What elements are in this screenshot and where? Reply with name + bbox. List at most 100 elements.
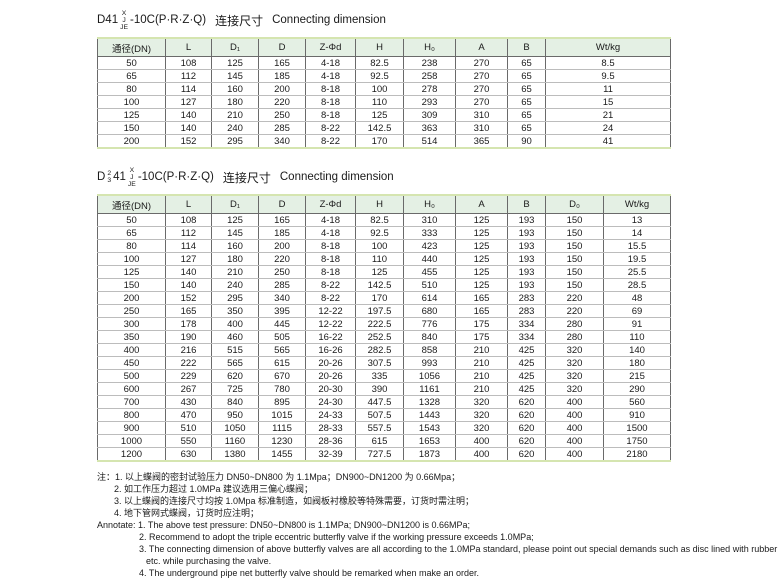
table-cell: 193 [507, 252, 546, 266]
table-cell: 193 [507, 239, 546, 253]
table-cell: 165 [258, 56, 306, 70]
table-cell: 11 [545, 82, 671, 96]
column-header: D [258, 195, 306, 214]
table-cell: 127 [165, 252, 212, 266]
table-cell: 310 [455, 121, 508, 135]
table-cell: 216 [165, 343, 212, 357]
table-cell: 150 [545, 239, 604, 253]
table-cell: 175 [455, 330, 508, 344]
model-variant-stack: X J JE [120, 10, 128, 31]
table-cell: 514 [403, 134, 456, 148]
column-header: Z-Φd [305, 195, 356, 214]
header-row: 通径(DN) L D₁ D Z-Φd H H₀ A B D₀ Wt/kg [97, 195, 671, 214]
table-cell: 320 [545, 369, 604, 383]
table-cell: 700 [97, 395, 166, 409]
table-row: 450 222 565 615 20-26 307.5 993 210 425 320 180 [97, 356, 671, 370]
table-cell: 28-33 [305, 421, 356, 435]
table-cell: 28-36 [305, 434, 356, 448]
table-cell: 8-18 [305, 108, 356, 122]
table-cell: 220 [258, 95, 306, 109]
table-cell: 193 [507, 265, 546, 279]
table-cell: 320 [455, 421, 508, 435]
table-cell: 150 [545, 213, 604, 227]
table-cell: 165 [455, 291, 508, 305]
table-cell: 282.5 [355, 343, 404, 357]
table-cell: 32-39 [305, 447, 356, 461]
table-cell: 140 [165, 278, 212, 292]
table-cell: 1543 [403, 421, 456, 435]
table-cell: 16-22 [305, 330, 356, 344]
table-cell: 65 [507, 108, 546, 122]
table-cell: 238 [403, 56, 456, 70]
note-line: 3. The connecting dimension of above but… [139, 544, 778, 554]
column-header: A [455, 38, 508, 57]
table-cell: 307.5 [355, 356, 404, 370]
table-cell: 425 [507, 356, 546, 370]
table-cell: 145 [211, 226, 259, 240]
table-cell: 780 [258, 382, 306, 396]
table-cell: 65 [507, 69, 546, 83]
title-cn: 连接尺寸 [222, 170, 271, 185]
table-cell: 550 [165, 434, 212, 448]
table-cell: 110 [355, 95, 404, 109]
table-cell: 460 [211, 330, 259, 344]
table-cell: 125 [97, 108, 166, 122]
table-cell: 200 [97, 291, 166, 305]
table-cell: 50 [97, 56, 166, 70]
table-cell: 1873 [403, 447, 456, 461]
table-row: 800 470 950 1015 24-33 507.5 1443 320 620 400 910 [97, 408, 671, 422]
table-cell: 210 [211, 108, 259, 122]
table-row: 100 127 180 220 8-18 110 440 125 193 150 19.5 [97, 252, 671, 266]
table-cell: 620 [507, 421, 546, 435]
table-row: 600 267 725 780 20-30 390 1161 210 425 320 290 [97, 382, 671, 396]
table-row: 1200 630 1380 1455 32-39 727.5 1873 400 620 400 21… [97, 447, 671, 461]
column-header: H [355, 38, 404, 57]
table-cell: 620 [507, 395, 546, 409]
table-cell: 400 [211, 317, 259, 331]
table-row: 80 114 160 200 8-18 100 423 125 193 150 15.5 [97, 239, 671, 253]
table-cell: 8-18 [305, 239, 356, 253]
table-cell: 21 [545, 108, 671, 122]
table-row: 100 127 180 220 8-18 110 293 270 65 15 [97, 95, 671, 109]
table-cell: 8-22 [305, 121, 356, 135]
table-cell: 220 [545, 304, 604, 318]
table-cell: 13 [603, 213, 671, 227]
table-cell: 620 [507, 408, 546, 422]
table-cell: 4-18 [305, 69, 356, 83]
table-cell: 300 [97, 317, 166, 331]
table-row: 150 140 240 285 8-22 142.5 510 125 193 150 28.5 [97, 278, 671, 292]
table-cell: 400 [545, 421, 604, 435]
table-cell: 400 [545, 395, 604, 409]
model-variant-stack: X J JE [128, 167, 136, 188]
table-cell: 175 [455, 317, 508, 331]
header-row: 通径(DN) L D₁ D Z-Φd H H₀ A B Wt/kg [97, 38, 671, 57]
table-cell: 222 [165, 356, 212, 370]
table-cell: 165 [258, 213, 306, 227]
table-cell: 92.5 [355, 226, 404, 240]
table-cell: 15.5 [603, 239, 671, 253]
table-cell: 215 [603, 369, 671, 383]
table-cell: 24-33 [305, 408, 356, 422]
table-cell: 1328 [403, 395, 456, 409]
table-cell: 20-26 [305, 356, 356, 370]
table-cell: 150 [97, 278, 166, 292]
table-cell: 125 [455, 239, 508, 253]
table-cell: 1443 [403, 408, 456, 422]
column-header: H₀ [403, 195, 456, 214]
table-cell: 320 [545, 343, 604, 357]
column-header: Z-Φd [305, 38, 356, 57]
note-line: 注：1. 以上蝶阀的密封试验压力 DN50~DN800 为 1.1Mpa；DN9… [97, 472, 461, 482]
note-line: 3. 以上蝶阀的连接尺寸均按 1.0Mpa 标准制造，如阀板衬橡胶等特殊需要，订… [114, 496, 475, 506]
table-cell: 900 [97, 421, 166, 435]
table-cell: 90 [507, 134, 546, 148]
table-cell: 1200 [97, 447, 166, 461]
table-cell: 160 [211, 82, 259, 96]
table-cell: 350 [97, 330, 166, 344]
table-cell: 210 [211, 265, 259, 279]
table-cell: 470 [165, 408, 212, 422]
table-cell: 400 [455, 434, 508, 448]
table-cell: 125 [455, 213, 508, 227]
table-cell: 560 [603, 395, 671, 409]
column-header: D₁ [211, 38, 259, 57]
table-cell: 8-18 [305, 95, 356, 109]
